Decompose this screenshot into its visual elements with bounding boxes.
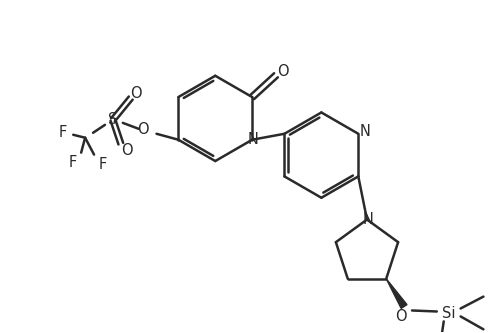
Text: Si: Si bbox=[442, 306, 455, 321]
Text: N: N bbox=[248, 132, 258, 147]
Text: O: O bbox=[277, 64, 289, 79]
Text: O: O bbox=[130, 86, 142, 101]
Text: O: O bbox=[121, 143, 133, 158]
Text: S: S bbox=[108, 113, 118, 128]
Text: N: N bbox=[360, 124, 371, 139]
Text: O: O bbox=[137, 122, 148, 137]
Polygon shape bbox=[386, 279, 407, 308]
Text: N: N bbox=[362, 212, 373, 227]
Text: O: O bbox=[396, 309, 407, 324]
Text: F: F bbox=[58, 125, 66, 140]
Text: F: F bbox=[69, 155, 77, 170]
Text: F: F bbox=[99, 157, 107, 172]
